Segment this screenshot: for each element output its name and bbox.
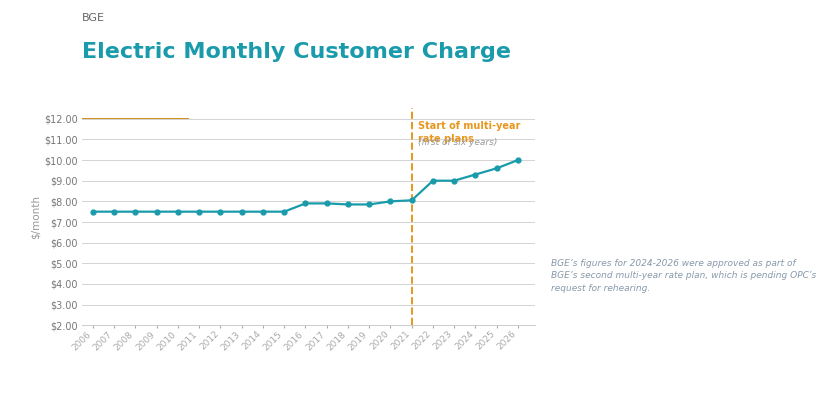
Text: (first of six years): (first of six years) [418, 138, 497, 147]
Text: Electric Monthly Customer Charge: Electric Monthly Customer Charge [82, 42, 511, 62]
Text: BGE: BGE [82, 13, 105, 23]
Y-axis label: $/month: $/month [30, 195, 40, 239]
Text: Start of multi-year
rate plans: Start of multi-year rate plans [418, 121, 520, 144]
Text: BGE’s figures for 2024-2026 were approved as part of
BGE’s second multi-year rat: BGE’s figures for 2024-2026 were approve… [551, 259, 816, 293]
